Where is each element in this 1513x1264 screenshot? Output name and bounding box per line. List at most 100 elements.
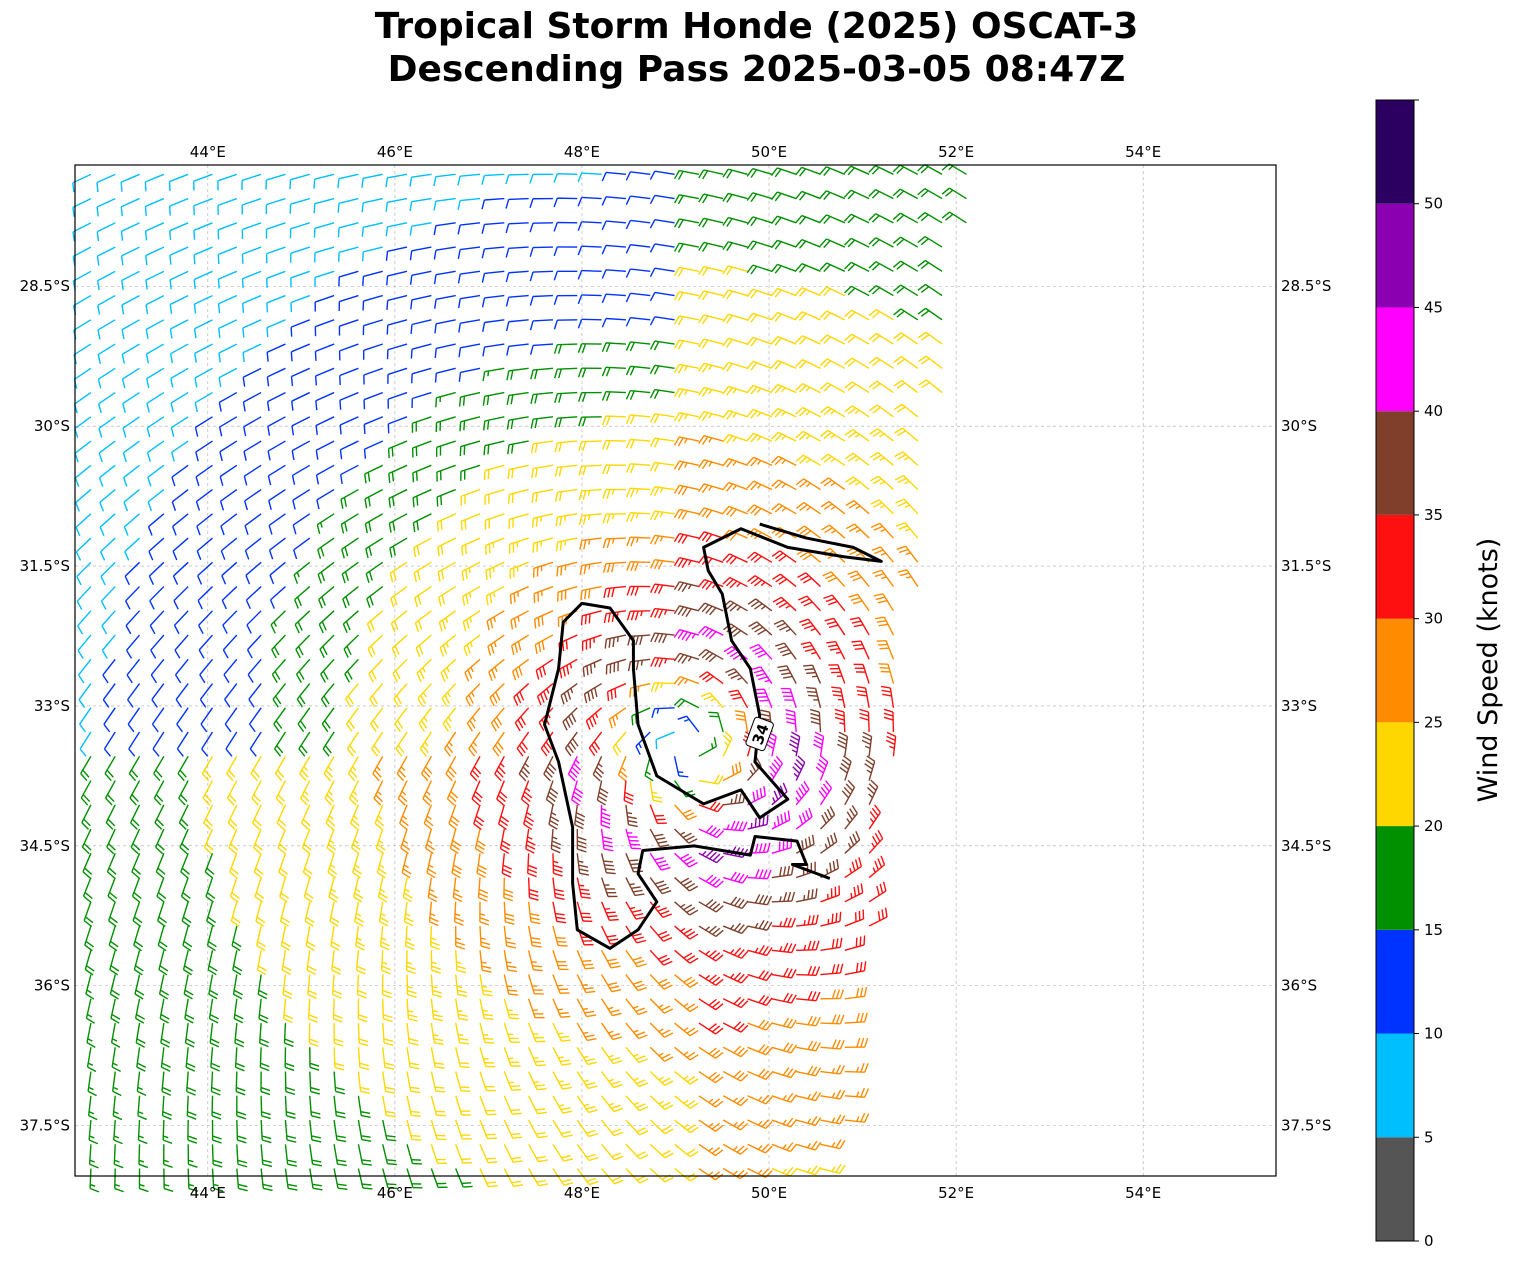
barb-staff <box>625 949 638 968</box>
barb-full-tick <box>481 248 486 259</box>
wind-barb <box>698 849 724 864</box>
wind-barb <box>292 488 311 510</box>
wind-barb <box>96 270 116 291</box>
wind-barb <box>318 586 335 609</box>
barb-full-tick <box>194 377 198 388</box>
barb-full-tick <box>502 868 512 874</box>
barb-full-tick <box>151 699 158 708</box>
wind-barb <box>120 222 140 241</box>
wind-barb <box>409 173 432 187</box>
barb-full-tick <box>128 773 137 782</box>
barb-full-tick <box>612 637 615 648</box>
barb-full-tick <box>698 217 705 227</box>
wind-barb <box>771 810 791 830</box>
barb-full-tick <box>673 412 680 422</box>
barb-staff <box>170 319 189 330</box>
barb-full-tick <box>578 864 589 868</box>
barb-staff <box>654 267 675 273</box>
barb-half-tick <box>855 481 861 486</box>
barb-full-tick <box>279 843 288 851</box>
barb-full-tick <box>681 655 688 664</box>
wind-barb <box>535 658 554 680</box>
barb-full-tick <box>877 911 881 921</box>
barb-staff <box>484 464 505 472</box>
wind-barb <box>824 617 846 636</box>
barb-full-tick <box>325 769 333 778</box>
barb-full-tick <box>474 791 483 799</box>
wind-barb <box>459 416 481 432</box>
wind-barb <box>82 877 93 903</box>
barb-full-tick <box>416 496 419 506</box>
barb-full-tick <box>244 550 250 560</box>
barb-half-tick <box>705 926 711 931</box>
barb-full-tick <box>85 940 95 948</box>
wind-barb <box>494 755 506 782</box>
barb-full-tick <box>893 379 903 387</box>
wind-barb <box>168 197 189 216</box>
barb-half-tick <box>470 666 474 673</box>
barb-full-tick <box>773 619 783 625</box>
barb-full-tick <box>145 353 150 364</box>
wind-barb <box>387 391 408 409</box>
barb-full-tick <box>771 762 779 771</box>
wind-barb <box>241 246 262 264</box>
wind-barb <box>892 236 919 248</box>
barb-full-tick <box>649 267 656 277</box>
wind-barb <box>411 391 432 409</box>
wind-barb <box>868 804 881 830</box>
barb-full-tick <box>85 916 94 924</box>
wind-barb <box>797 595 821 612</box>
barb-full-tick <box>698 266 705 276</box>
barb-full-tick <box>899 572 910 577</box>
barb-full-tick <box>588 613 591 624</box>
barb-full-tick <box>386 275 389 286</box>
wind-barb <box>317 561 335 584</box>
barb-full-tick <box>434 299 437 309</box>
barb-staff <box>789 688 797 709</box>
wind-barb <box>395 731 408 757</box>
barb-full-tick <box>601 367 607 377</box>
wind-barb <box>608 707 627 729</box>
barb-full-tick <box>657 907 667 912</box>
barb-full-tick <box>868 380 878 388</box>
wind-barb <box>649 291 675 302</box>
barb-full-tick <box>698 169 705 179</box>
wind-barb <box>771 891 796 903</box>
barb-staff <box>99 489 116 503</box>
wind-barb <box>265 222 286 239</box>
barb-full-tick <box>774 385 783 394</box>
wind-barb <box>173 586 189 610</box>
barb-staff <box>883 616 895 636</box>
wind-barb <box>698 410 724 421</box>
wind-barb <box>229 853 239 879</box>
barb-full-tick <box>886 735 896 742</box>
barb-full-tick <box>653 584 660 594</box>
wind-barb <box>577 221 602 231</box>
wind-barb <box>536 683 554 706</box>
barb-full-tick <box>549 787 559 795</box>
barb-full-tick <box>74 477 80 488</box>
barb-full-tick <box>531 941 541 944</box>
barb-full-tick <box>851 861 856 872</box>
barb-staff <box>844 865 862 879</box>
barb-full-tick <box>771 503 780 511</box>
barb-staff <box>557 585 578 593</box>
barb-full-tick <box>847 167 856 176</box>
wind-barb <box>103 731 116 757</box>
barb-full-tick <box>870 499 880 505</box>
barb-half-tick <box>948 165 954 171</box>
barb-full-tick <box>698 626 706 634</box>
barb-staff <box>97 270 116 282</box>
barb-full-tick <box>357 989 367 995</box>
barb-half-tick <box>756 484 762 489</box>
barb-staff <box>274 755 287 774</box>
barb-full-tick <box>535 670 540 680</box>
barb-staff <box>826 238 846 248</box>
barb-full-tick <box>530 443 534 454</box>
barb-full-tick <box>387 448 390 459</box>
barb-full-tick <box>722 241 729 251</box>
barb-full-tick <box>315 450 319 460</box>
barb-full-tick <box>418 723 425 732</box>
wind-barb <box>150 634 165 659</box>
barb-full-tick <box>217 303 221 314</box>
